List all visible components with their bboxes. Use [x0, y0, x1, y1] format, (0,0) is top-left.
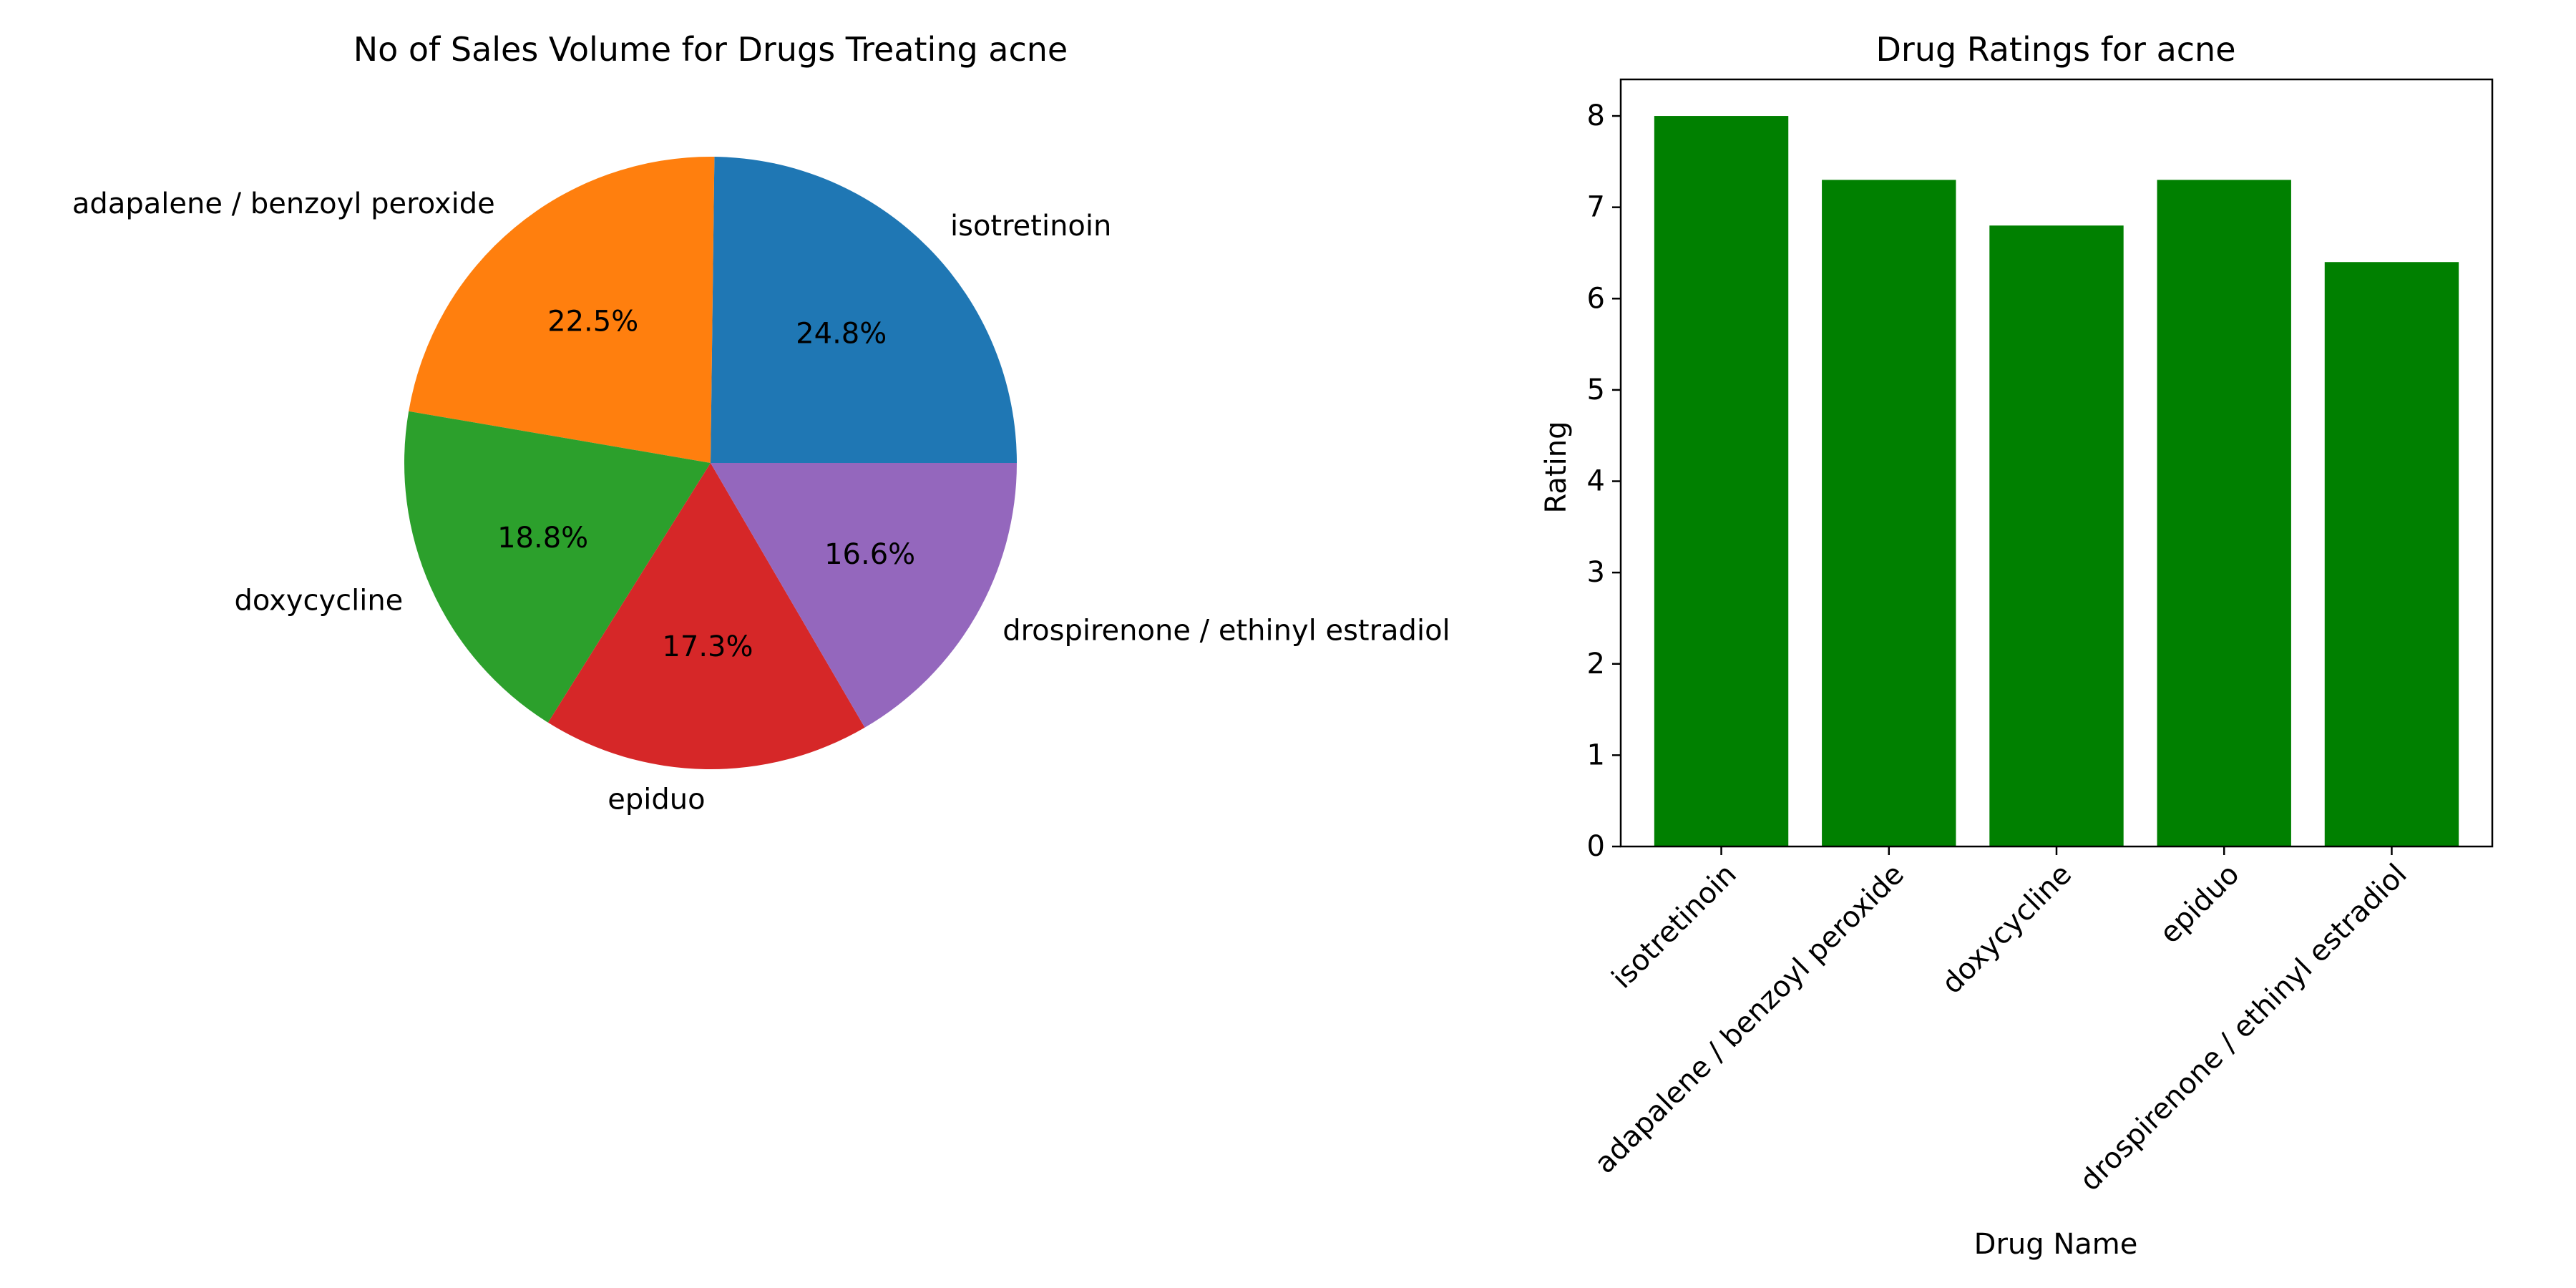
bar-drospirenone-ethinyl-estradiol [2324, 262, 2459, 847]
y-tick-label: 2 [1587, 648, 1605, 680]
pie-label-drospirenone-ethinyl-estradiol: drospirenone / ethinyl estradiol [1002, 615, 1450, 648]
bar-series [1654, 116, 2459, 847]
pie-label-doxycycline: doxycycline [234, 584, 403, 617]
pie-percent-doxycycline: 18.8% [497, 522, 588, 555]
pie-chart: No of Sales Volume for Drugs Treating ac… [72, 30, 1450, 816]
pie-percent-adapalene-benzoyl-peroxide: 22.5% [547, 306, 638, 338]
y-tick-label: 4 [1587, 465, 1605, 498]
pie-slice-epiduo [547, 463, 865, 770]
y-tick-label: 1 [1587, 738, 1605, 771]
pie-label-epiduo: epiduo [608, 784, 705, 816]
y-tick-label: 6 [1587, 282, 1605, 315]
pie-labels: isotretinoin 24.8% adapalene / benzoyl per… [72, 187, 1450, 816]
y-tick-label: 7 [1587, 191, 1605, 224]
bar-isotretinoin [1654, 116, 1789, 847]
pie-percent-drospirenone-ethinyl-estradiol: 16.6% [824, 538, 915, 571]
pie-label-isotretinoin: isotretinoin [950, 210, 1111, 243]
y-tick-label: 3 [1587, 556, 1605, 589]
pie-chart-title: No of Sales Volume for Drugs Treating ac… [353, 30, 1068, 69]
pie-slice-doxycycline [404, 411, 711, 723]
pie-slice-isotretinoin [711, 157, 1018, 463]
bar-chart-title: Drug Ratings for acne [1875, 30, 2235, 69]
pie-percent-epiduo: 17.3% [662, 630, 753, 663]
pie-slices [404, 156, 1018, 770]
y-axis-label: Rating [1540, 421, 1573, 514]
pie-percent-isotretinoin: 24.8% [796, 318, 887, 351]
pie-slice-drospirenone-ethinyl-estradiol [711, 463, 1017, 728]
bar-adapalene-benzoyl-peroxide [1822, 180, 1956, 847]
pie-slice-adapalene-benzoyl-peroxide [409, 156, 715, 463]
y-axis: 0 1 2 3 4 5 6 7 8 [1587, 99, 1621, 863]
y-tick-label: 8 [1587, 99, 1605, 132]
bar-doxycycline [1989, 225, 2124, 847]
y-tick-label: 5 [1587, 374, 1605, 406]
x-axis-label: Drug Name [1974, 1228, 2138, 1261]
y-tick-label: 0 [1587, 830, 1605, 863]
pie-label-adapalene-benzoyl-peroxide: adapalene / benzoyl peroxide [72, 187, 495, 220]
bar-epiduo [2157, 180, 2291, 847]
